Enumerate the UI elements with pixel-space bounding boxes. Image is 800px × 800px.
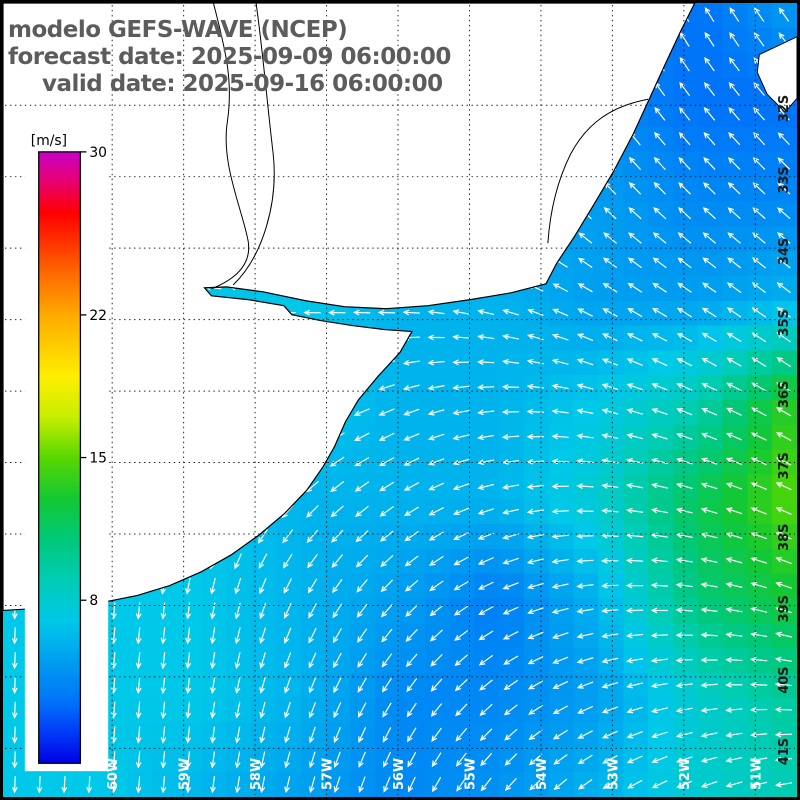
colorbar-tick-label: 15 <box>89 451 107 467</box>
valid-date: valid date: 2025-09-16 06:00:00 <box>42 71 443 97</box>
longitude-label: 51W <box>749 758 764 790</box>
latitude-label: 33S <box>777 166 792 193</box>
colorbar-tick-label: 30 <box>89 145 107 161</box>
colorbar-gradient-bar <box>38 151 82 764</box>
latitude-label: 38S <box>777 524 792 551</box>
longitude-label: 55W <box>463 758 478 790</box>
latitude-label: 40S <box>777 667 792 694</box>
colorbar-tick-label: 22 <box>89 308 107 324</box>
model-title: modelo GEFS-WAVE (NCEP) <box>8 17 348 43</box>
uruguay-river-line <box>232 3 275 286</box>
forecast-date: forecast date: 2025-09-09 06:00:00 <box>8 44 451 70</box>
graticule-labels: 60W 59W 58W 57W 56W 55W 54W 53W 52W 51W 32S 33S 34S 3… <box>106 95 792 790</box>
colorbar-tick-label: 8 <box>89 593 98 609</box>
country-border-line <box>547 98 649 244</box>
latitude-label: 41S <box>777 738 792 765</box>
colorbar: [m/s] 30 22 15 8 <box>24 126 109 772</box>
longitude-label: 52W <box>678 758 693 790</box>
longitude-label: 57W <box>321 758 336 790</box>
latitude-label: 36S <box>777 381 792 408</box>
coastline-landmass <box>3 3 696 612</box>
colorbar-unit-label: [m/s] <box>31 133 67 149</box>
latitude-label: 34S <box>777 238 792 265</box>
longitude-label: 60W <box>106 758 121 790</box>
longitude-label: 56W <box>392 758 407 790</box>
latitude-label: 39S <box>777 595 792 622</box>
latitude-label: 35S <box>777 309 792 336</box>
title-block: modelo GEFS-WAVE (NCEP) forecast date: 2… <box>8 17 451 98</box>
latitude-label: 37S <box>777 452 792 479</box>
longitude-label: 59W <box>178 758 193 790</box>
parana-river-line <box>211 3 250 290</box>
longitude-label: 53W <box>606 758 621 790</box>
longitude-label: 54W <box>535 758 550 790</box>
land-layer <box>3 3 797 612</box>
latitude-label: 32S <box>777 95 792 122</box>
wave-field-map-svg: 60W 59W 58W 57W 56W 55W 54W 53W 52W 51W 32S 33S 34S 3… <box>3 3 797 797</box>
coastal-lagoon-spit <box>756 36 797 113</box>
longitude-label: 58W <box>249 758 264 790</box>
